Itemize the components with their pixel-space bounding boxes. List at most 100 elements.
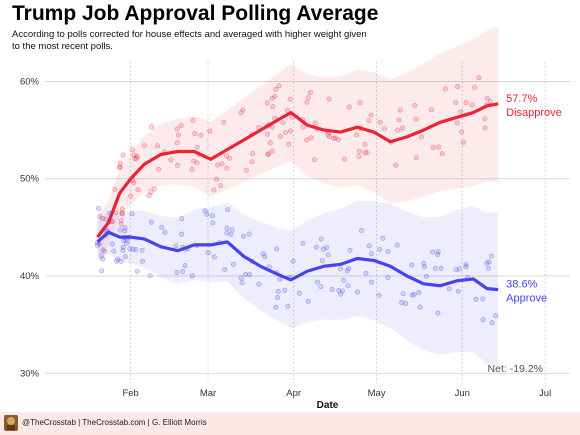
disapprove-poll-point	[356, 153, 362, 159]
x-tick-label: Feb	[122, 388, 138, 399]
disapprove-poll-point	[129, 147, 135, 153]
approve-band	[97, 200, 499, 368]
approve-poll-point	[324, 245, 330, 251]
approve-poll-point	[95, 242, 101, 248]
approve-poll-point	[133, 247, 139, 253]
approve-poll-point	[305, 298, 311, 304]
disapprove-poll-point	[453, 100, 459, 106]
disapprove-poll-point	[286, 141, 292, 147]
disapprove-poll-point	[396, 117, 402, 123]
approve-poll-point	[111, 248, 117, 254]
disapprove-poll-point	[460, 139, 466, 145]
approve-poll-point	[485, 265, 491, 271]
disapprove-poll-point	[264, 100, 270, 106]
approve-line	[96, 230, 499, 292]
approve-poll-point	[385, 275, 391, 281]
y-tick-label: 60%	[20, 76, 40, 87]
disapprove-poll-point	[97, 213, 103, 219]
approve-poll-point	[359, 227, 365, 233]
chart-subtitle: According to polls corrected for house e…	[12, 29, 367, 52]
disapprove-poll-point	[400, 125, 406, 131]
approve-poll-point	[417, 304, 423, 310]
approve-poll-point	[345, 283, 351, 289]
approve-poll-point	[432, 265, 438, 271]
disapprove-poll-point	[368, 112, 374, 118]
disapprove-poll-point	[117, 164, 123, 170]
disapprove-poll-point	[240, 107, 246, 113]
approve-poll-point	[100, 247, 106, 253]
approve-poll-point	[224, 230, 230, 236]
approve-poll-point	[430, 249, 436, 255]
approve-poll-point	[274, 246, 280, 252]
disapprove-poll-point	[325, 132, 331, 138]
approve-poll-point	[122, 228, 128, 234]
approve-poll-point	[256, 281, 262, 287]
approve-poll-point	[115, 256, 121, 262]
disapprove-poll-point	[191, 158, 197, 164]
disapprove-poll-point	[418, 134, 424, 140]
disapprove-poll-point	[269, 124, 275, 130]
disapprove-line	[96, 102, 499, 239]
approve-poll-point	[202, 208, 208, 214]
approve-poll-point	[329, 287, 335, 293]
disapprove-poll-point	[284, 107, 290, 113]
disapprove-poll-point	[331, 135, 337, 141]
approve-poll-point	[159, 224, 165, 230]
approve-poll-point	[369, 279, 375, 285]
approve-poll-point	[282, 287, 288, 293]
approve-poll-point	[134, 268, 140, 274]
approve-poll-point	[205, 250, 211, 256]
approve-poll-point	[354, 289, 360, 295]
approve-poll-point	[409, 292, 415, 298]
approve-poll-point	[173, 243, 179, 249]
approve-poll-point	[273, 304, 279, 310]
approve-poll-point	[179, 231, 185, 237]
approve-poll-point	[100, 256, 106, 262]
disapprove-poll-point	[119, 207, 125, 213]
disapprove-poll-point	[476, 75, 482, 81]
y-tick-label: 30%	[20, 368, 40, 379]
disapprove-poll-point	[198, 132, 204, 138]
approve-poll-point	[96, 205, 102, 211]
approve-poll-point	[455, 288, 461, 294]
approve-poll-point	[182, 263, 188, 269]
disapprove-poll-point	[362, 150, 368, 156]
polling-chart: 30% 40% 50% 60% Feb Mar Apr May Jun Jul Date 57.7% D…	[20, 26, 570, 411]
disapprove-poll-point	[442, 86, 448, 92]
disapprove-poll-point	[413, 116, 419, 122]
disapprove-poll-point	[300, 124, 306, 130]
disapprove-poll-point	[189, 166, 195, 172]
approve-poll-point	[376, 292, 382, 298]
approve-poll-point	[463, 262, 469, 268]
disapprove-poll-point	[218, 183, 224, 189]
disapprove-poll-point	[131, 152, 137, 158]
disapprove-poll-point	[174, 126, 180, 132]
approve-poll-point	[99, 215, 105, 221]
disapprove-poll-point	[308, 135, 314, 141]
disapprove-poll-point	[118, 217, 124, 223]
approve-poll-point	[368, 251, 374, 257]
approve-poll-point	[275, 288, 281, 294]
approve-poll-point	[456, 266, 462, 272]
approve-poll-point	[325, 252, 331, 258]
disapprove-poll-point	[326, 96, 332, 102]
approve-poll-point	[238, 275, 244, 281]
approve-poll-point	[262, 254, 268, 260]
approve-poll-point	[275, 295, 281, 301]
disapprove-poll-point	[135, 187, 141, 193]
disapprove-poll-point	[131, 180, 137, 186]
disapprove-poll-point	[134, 153, 140, 159]
disapprove-poll-point	[459, 129, 465, 135]
approve-poll-point	[403, 300, 409, 306]
disapprove-poll-point	[148, 189, 154, 195]
approve-poll-point	[174, 270, 180, 276]
disapprove-poll-point	[377, 119, 383, 125]
disapprove-poll-point	[194, 160, 200, 166]
approve-poll-point	[109, 241, 115, 247]
approve-poll-point	[480, 317, 486, 323]
disapprove-poll-point	[436, 144, 442, 150]
disapprove-poll-point	[132, 156, 138, 162]
disapprove-poll-point	[221, 119, 227, 125]
footer-credit: @TheCrosstab | TheCrosstab.com | G. Elli…	[22, 418, 207, 427]
approve-poll-point	[484, 260, 490, 266]
